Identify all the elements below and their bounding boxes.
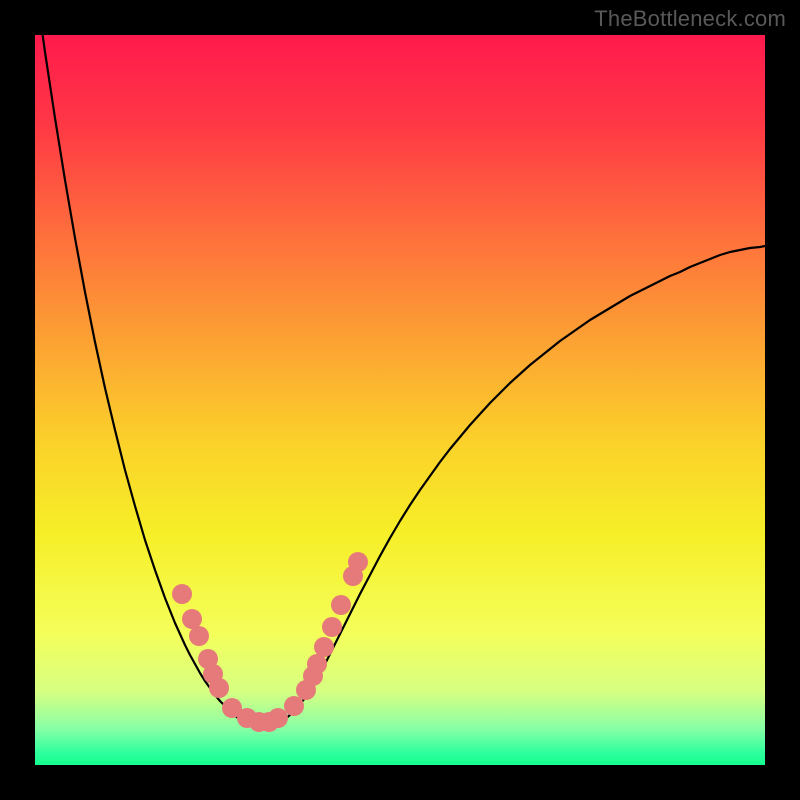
data-marker	[314, 637, 334, 657]
data-marker	[172, 584, 192, 604]
marker-layer	[35, 35, 765, 765]
plot-area	[35, 35, 765, 765]
data-marker	[189, 626, 209, 646]
data-marker	[348, 552, 368, 572]
data-marker	[284, 696, 304, 716]
data-marker	[209, 678, 229, 698]
watermark: TheBottleneck.com	[594, 6, 786, 32]
data-marker	[331, 595, 351, 615]
data-marker	[322, 617, 342, 637]
data-marker	[268, 708, 288, 728]
